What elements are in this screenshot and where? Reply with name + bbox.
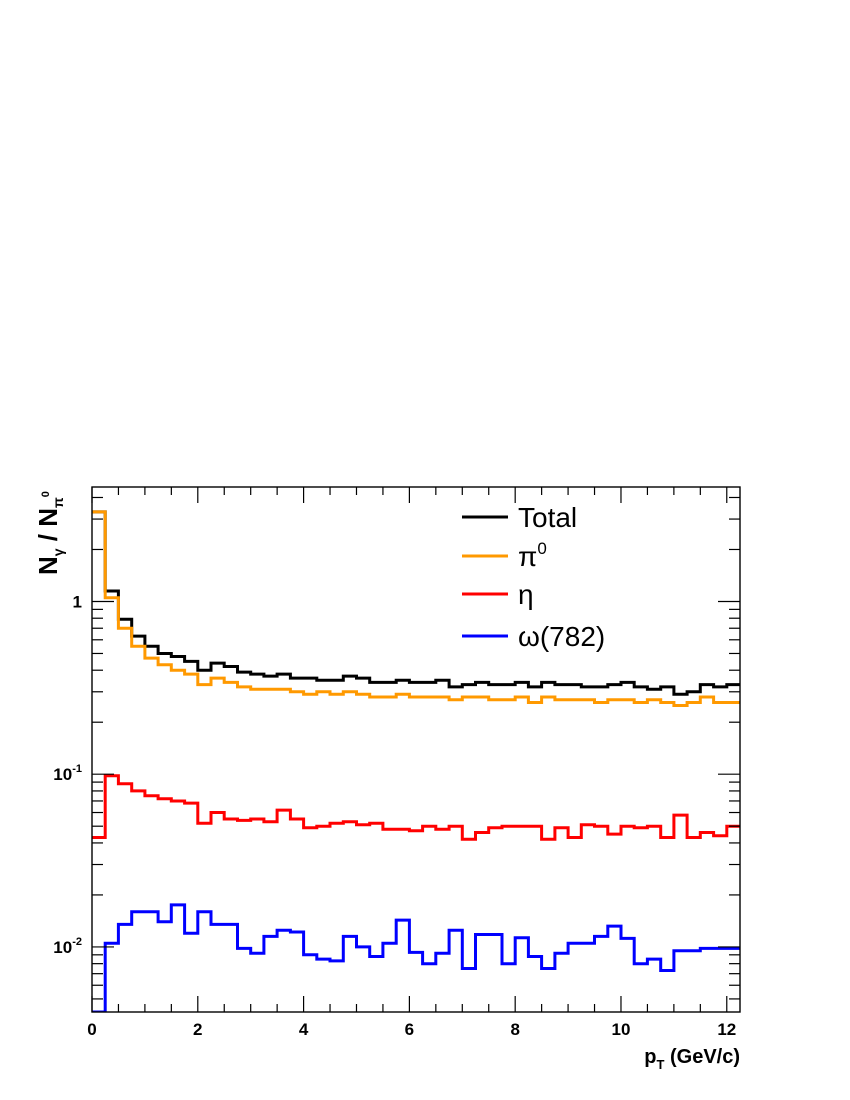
legend-item-total: Total xyxy=(462,502,577,533)
x-tick-label: 8 xyxy=(510,1020,519,1039)
x-tick-label: 12 xyxy=(717,1020,736,1039)
plot-frame xyxy=(91,486,741,1013)
legend: Total π0 η ω(782) xyxy=(462,502,605,652)
series-line-pi0 xyxy=(92,510,740,707)
x-tick-label: 6 xyxy=(405,1020,414,1039)
x-axis-title: pT (GeV/c) xyxy=(644,1046,740,1072)
series-line-total xyxy=(92,510,740,696)
y-tick-label: 10-1 xyxy=(53,763,82,784)
x-tick-label: 4 xyxy=(299,1020,309,1039)
legend-item-pi0: π0 xyxy=(462,539,547,572)
x-tick-label: 10 xyxy=(612,1020,631,1039)
series-line-eta xyxy=(92,774,740,841)
legend-label: η xyxy=(518,579,534,610)
histogram-series-layer xyxy=(92,510,740,1012)
x-tick-label: 0 xyxy=(87,1020,96,1039)
axis-ticks xyxy=(91,487,740,1012)
legend-item-omega782: ω(782) xyxy=(462,621,605,652)
axis-tick-labels: 0 2 4 6 8 10 12 1 10-1 10-2 xyxy=(53,592,736,1039)
y-axis-title: Nγ / Nπ0 xyxy=(33,491,66,575)
y-tick-label: 1 xyxy=(73,592,82,611)
legend-label: ω(782) xyxy=(518,621,605,652)
legend-item-eta: η xyxy=(462,579,534,610)
series-line-omega782 xyxy=(92,903,740,1012)
y-tick-label: 10-2 xyxy=(53,936,82,957)
legend-label: π0 xyxy=(518,539,547,572)
x-tick-label: 2 xyxy=(193,1020,202,1039)
legend-label: Total xyxy=(518,502,577,533)
